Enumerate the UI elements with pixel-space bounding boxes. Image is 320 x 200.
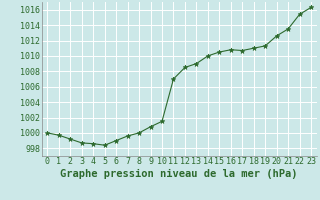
X-axis label: Graphe pression niveau de la mer (hPa): Graphe pression niveau de la mer (hPa): [60, 169, 298, 179]
